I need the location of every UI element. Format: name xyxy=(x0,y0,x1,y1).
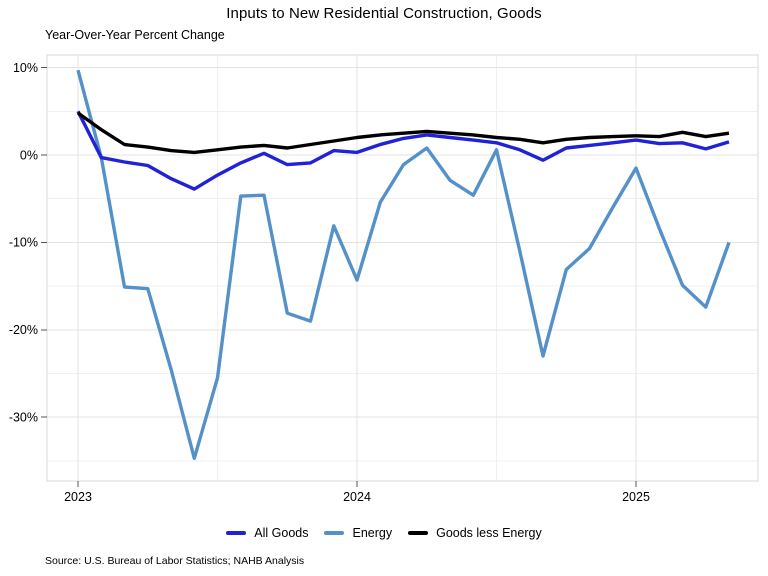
chart-title: Inputs to New Residential Construction, … xyxy=(226,5,542,22)
source-note: Source: U.S. Bureau of Labor Statistics;… xyxy=(45,555,305,567)
energy-line xyxy=(76,69,731,460)
x-tick-label: 2024 xyxy=(343,490,371,504)
legend-item-all-goods: All Goods xyxy=(226,526,308,540)
line-chart-plot: 10% 0% -10% -20% -30% 2023 2024 2025 xyxy=(9,54,759,504)
series-lines xyxy=(76,69,731,460)
x-tick-label: 2025 xyxy=(622,490,650,504)
plot-panel-background xyxy=(47,55,758,481)
legend-line-swatch xyxy=(226,531,247,535)
plot-panel-border xyxy=(46,54,759,482)
legend-item-label: Energy xyxy=(352,526,393,540)
gridlines-major xyxy=(47,55,758,481)
y-tick-label: -10% xyxy=(9,236,38,250)
legend-line-swatch xyxy=(324,531,345,535)
legend-item-label: All Goods xyxy=(254,526,309,540)
legend-item-energy: Energy xyxy=(324,526,392,540)
axis-tick-marks xyxy=(41,67,637,487)
legend-line-swatch xyxy=(408,531,429,535)
goods-less-energy-line xyxy=(77,111,730,155)
chart-legend: All Goods Energy Goods less Energy xyxy=(0,526,768,540)
y-axis-labels: 10% 0% -10% -20% -30% xyxy=(9,61,38,425)
all-goods-line xyxy=(76,110,730,191)
legend-item-goods-less-energy: Goods less Energy xyxy=(408,526,542,540)
gridlines-minor xyxy=(47,55,758,481)
y-tick-label: -20% xyxy=(9,323,38,337)
y-tick-label: 10% xyxy=(13,61,38,75)
y-tick-label: -30% xyxy=(9,411,38,425)
x-tick-label: 2023 xyxy=(64,490,92,504)
x-axis-labels: 2023 2024 2025 xyxy=(64,490,650,504)
chart-subtitle: Year-Over-Year Percent Change xyxy=(45,28,225,42)
legend-item-label: Goods less Energy xyxy=(436,526,542,540)
y-tick-label: 0% xyxy=(20,148,38,162)
